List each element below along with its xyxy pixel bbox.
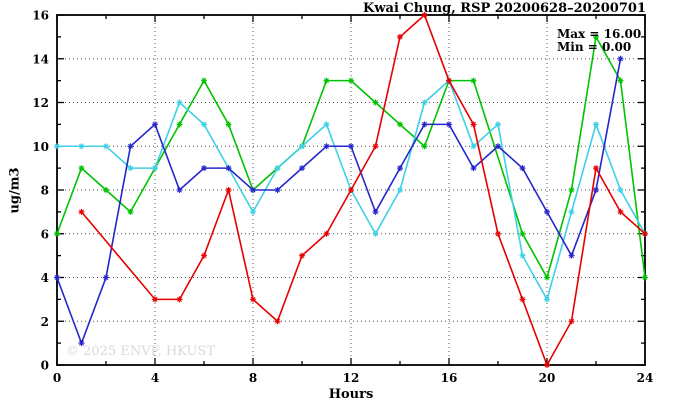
x-axis-label: Hours <box>328 387 374 402</box>
series-red-day <box>78 12 648 368</box>
svg-text:8: 8 <box>41 184 49 198</box>
series-blue-day-markers <box>54 55 624 347</box>
svg-text:2: 2 <box>41 315 49 329</box>
svg-text:20: 20 <box>539 371 556 385</box>
svg-text:12: 12 <box>32 96 49 110</box>
svg-text:14: 14 <box>32 52 49 66</box>
svg-text:0: 0 <box>53 371 61 385</box>
legend-min-label: Min = 0.00 <box>557 40 632 54</box>
x-tick-labels: 0 4 8 12 16 20 24 <box>53 371 654 385</box>
y-axis-label: ug/m3 <box>7 167 23 214</box>
svg-text:24: 24 <box>637 371 654 385</box>
svg-text:10: 10 <box>32 140 49 154</box>
plot-frame <box>56 14 646 366</box>
series-blue-day-line <box>56 58 622 346</box>
series-green-day-line <box>56 34 646 280</box>
svg-text:12: 12 <box>343 371 360 385</box>
svg-text:8: 8 <box>249 371 257 385</box>
series-red-day-markers <box>78 12 648 368</box>
svg-text:6: 6 <box>41 227 49 241</box>
series-red-day-line <box>80 13 646 367</box>
y-tick-labels: 0 2 4 6 8 10 12 14 16 <box>32 9 49 373</box>
legend-max-label: Max = 16.00 <box>557 27 642 41</box>
svg-text:0: 0 <box>41 359 49 373</box>
legend: Max = 16.00 Min = 0.00 <box>557 28 641 54</box>
chart-title: Kwai Chung, RSP 20200628–20200701 <box>363 1 646 16</box>
svg-text:16: 16 <box>441 371 458 385</box>
svg-text:16: 16 <box>32 9 49 23</box>
svg-text:4: 4 <box>41 271 49 285</box>
watermark: © 2025 ENVF, HKUST <box>66 344 215 359</box>
series-blue-day <box>54 55 624 347</box>
svg-text:4: 4 <box>151 371 159 385</box>
